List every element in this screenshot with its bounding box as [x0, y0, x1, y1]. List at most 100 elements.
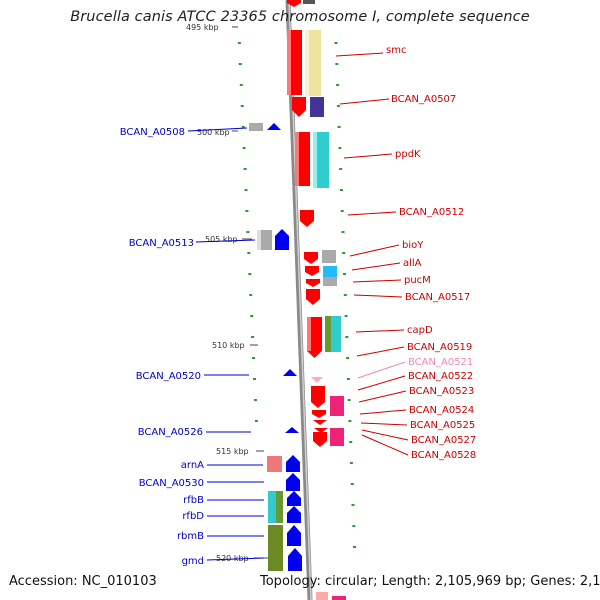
scale-dot	[336, 105, 340, 107]
gene-arrow[interactable]	[306, 279, 320, 287]
gene-feature[interactable]	[268, 491, 276, 523]
reverse-strand-genes	[249, 123, 302, 571]
gene-arrow[interactable]	[283, 369, 297, 376]
gene-feature[interactable]	[323, 266, 337, 277]
gene-label-bcan-a0528[interactable]: BCAN_A0528	[411, 450, 476, 461]
gene-arrow[interactable]	[286, 455, 300, 472]
gene-label-bcan-a0527[interactable]: BCAN_A0527	[411, 435, 476, 446]
tick-labels: 495 kbp 500 kbp 505 kbp 510 kbp 515 kbp …	[186, 23, 249, 563]
gene-label-bcan-a0521[interactable]: BCAN_A0521	[408, 357, 473, 368]
scale-dot	[349, 462, 353, 464]
gene-arrow[interactable]	[305, 266, 319, 276]
gene-label-bcan-a0524[interactable]: BCAN_A0524	[409, 405, 474, 416]
gene-feature[interactable]	[331, 316, 341, 352]
left-leader-lines	[187, 127, 265, 561]
gene-arrow[interactable]	[287, 491, 301, 506]
gene-label-capd[interactable]: capD	[407, 325, 433, 336]
gene-feature[interactable]	[323, 277, 337, 286]
gene-arrow[interactable]	[311, 386, 325, 408]
gene-label-ppdk[interactable]: ppdK	[395, 149, 421, 160]
gene-arrow[interactable]	[288, 548, 302, 571]
gene-arrow[interactable]	[285, 427, 299, 433]
scale-dot	[340, 210, 344, 212]
scale-dot	[242, 147, 246, 149]
gene-arrow[interactable]	[287, 525, 301, 546]
scale-dot	[347, 399, 351, 401]
scale-dot	[243, 168, 247, 170]
right-gene-labels: smc BCAN_A0507 ppdK BCAN_A0512 bioY allA…	[386, 45, 476, 461]
scale-dot	[335, 63, 339, 65]
scale-dot	[345, 336, 349, 338]
gene-feature[interactable]	[310, 97, 324, 117]
scale-dot	[346, 357, 350, 359]
gene-label-rbmb[interactable]: rbmB	[177, 531, 204, 542]
gene-label-bcan-a0526[interactable]: BCAN_A0526	[138, 427, 203, 438]
gene-label-smc[interactable]: smc	[386, 45, 406, 56]
gene-label-bcan-a0522[interactable]: BCAN_A0522	[408, 371, 473, 382]
gene-feature[interactable]	[325, 316, 331, 352]
gene-arrow[interactable]	[313, 432, 327, 447]
scale-dot	[244, 189, 248, 191]
gene-arrow[interactable]	[312, 410, 326, 418]
gene-arrow[interactable]	[275, 229, 289, 250]
gene-arrow[interactable]	[287, 506, 301, 523]
gene-feature[interactable]	[330, 396, 344, 416]
tick-label: 520 kbp	[216, 554, 249, 563]
gene-arrow[interactable]	[306, 289, 320, 305]
gene-label-bcan-a0513[interactable]: BCAN_A0513	[129, 238, 194, 249]
gene-feature[interactable]	[330, 428, 344, 446]
gene-label-arna[interactable]: arnA	[181, 460, 204, 471]
chromosome-backbone	[285, 0, 313, 600]
gene-arrow[interactable]	[304, 252, 318, 264]
gene-label-rfbb[interactable]: rfbB	[183, 495, 204, 506]
gene-feature[interactable]	[268, 525, 283, 571]
gene-feature[interactable]	[332, 596, 346, 600]
gene-feature[interactable]	[303, 0, 315, 4]
scale-dot	[240, 105, 244, 107]
gene-label-rfbd[interactable]: rfbD	[182, 511, 204, 522]
gene-feature[interactable]	[267, 456, 282, 472]
scale-dot	[239, 84, 243, 86]
gene-arrow[interactable]	[300, 210, 314, 227]
gene-label-bcan-a0530[interactable]: BCAN_A0530	[139, 478, 204, 489]
scale-dot	[353, 546, 356, 548]
gene-label-bcan-a0517[interactable]: BCAN_A0517	[405, 292, 470, 303]
gene-label-gmd[interactable]: gmd	[182, 556, 204, 567]
scale-dot	[334, 42, 338, 44]
scale-dots	[237, 42, 356, 548]
gene-arrow[interactable]	[314, 428, 328, 433]
scale-dot	[246, 231, 250, 233]
gene-feature[interactable]	[276, 491, 283, 523]
gene-label-bcan-a0512[interactable]: BCAN_A0512	[399, 207, 464, 218]
scale-dot	[341, 231, 345, 233]
scale-dot	[339, 168, 343, 170]
gene-label-bcan-a0519[interactable]: BCAN_A0519	[407, 342, 472, 353]
scale-dot	[351, 504, 355, 506]
scale-dot	[254, 399, 257, 401]
gene-label-bcan-a0507[interactable]: BCAN_A0507	[391, 94, 456, 105]
gene-feature[interactable]	[249, 123, 263, 131]
scale-dot	[250, 315, 254, 317]
scale-dot	[251, 336, 255, 338]
gene-arrow[interactable]	[287, 0, 301, 7]
gene-feature[interactable]	[316, 592, 328, 600]
gene-arrow[interactable]	[286, 473, 300, 491]
gene-feature[interactable]	[322, 250, 336, 263]
gene-arrow[interactable]	[267, 123, 281, 130]
gene-arrow[interactable]	[311, 377, 323, 383]
gene-label-alla[interactable]: allA	[403, 258, 422, 269]
gene-label-bcan-a0520[interactable]: BCAN_A0520	[136, 371, 201, 382]
gene-label-bcan-a0525[interactable]: BCAN_A0525	[410, 420, 475, 431]
scale-dot	[245, 210, 249, 212]
gene-arrow[interactable]	[292, 97, 306, 117]
gene-label-pucm[interactable]: pucM	[404, 275, 431, 286]
scale-dot	[343, 294, 347, 296]
right-leader-lines	[335, 52, 409, 456]
scale-dot	[241, 126, 245, 128]
gene-label-bcan-a0508[interactable]: BCAN_A0508	[120, 127, 185, 138]
gene-label-bioy[interactable]: bioY	[402, 240, 424, 251]
gene-label-bcan-a0523[interactable]: BCAN_A0523	[409, 386, 474, 397]
gene-arrow[interactable]	[313, 420, 327, 425]
scale-dot	[252, 357, 256, 359]
